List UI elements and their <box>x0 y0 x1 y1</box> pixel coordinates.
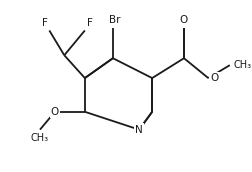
Text: F: F <box>86 18 92 29</box>
Text: F: F <box>41 18 47 29</box>
Text: O: O <box>209 73 217 83</box>
Text: CH₃: CH₃ <box>233 60 251 70</box>
Text: Br: Br <box>109 14 120 24</box>
Text: O: O <box>179 14 187 24</box>
Text: CH₃: CH₃ <box>31 133 49 143</box>
Text: N: N <box>135 125 142 135</box>
Text: O: O <box>51 107 59 117</box>
